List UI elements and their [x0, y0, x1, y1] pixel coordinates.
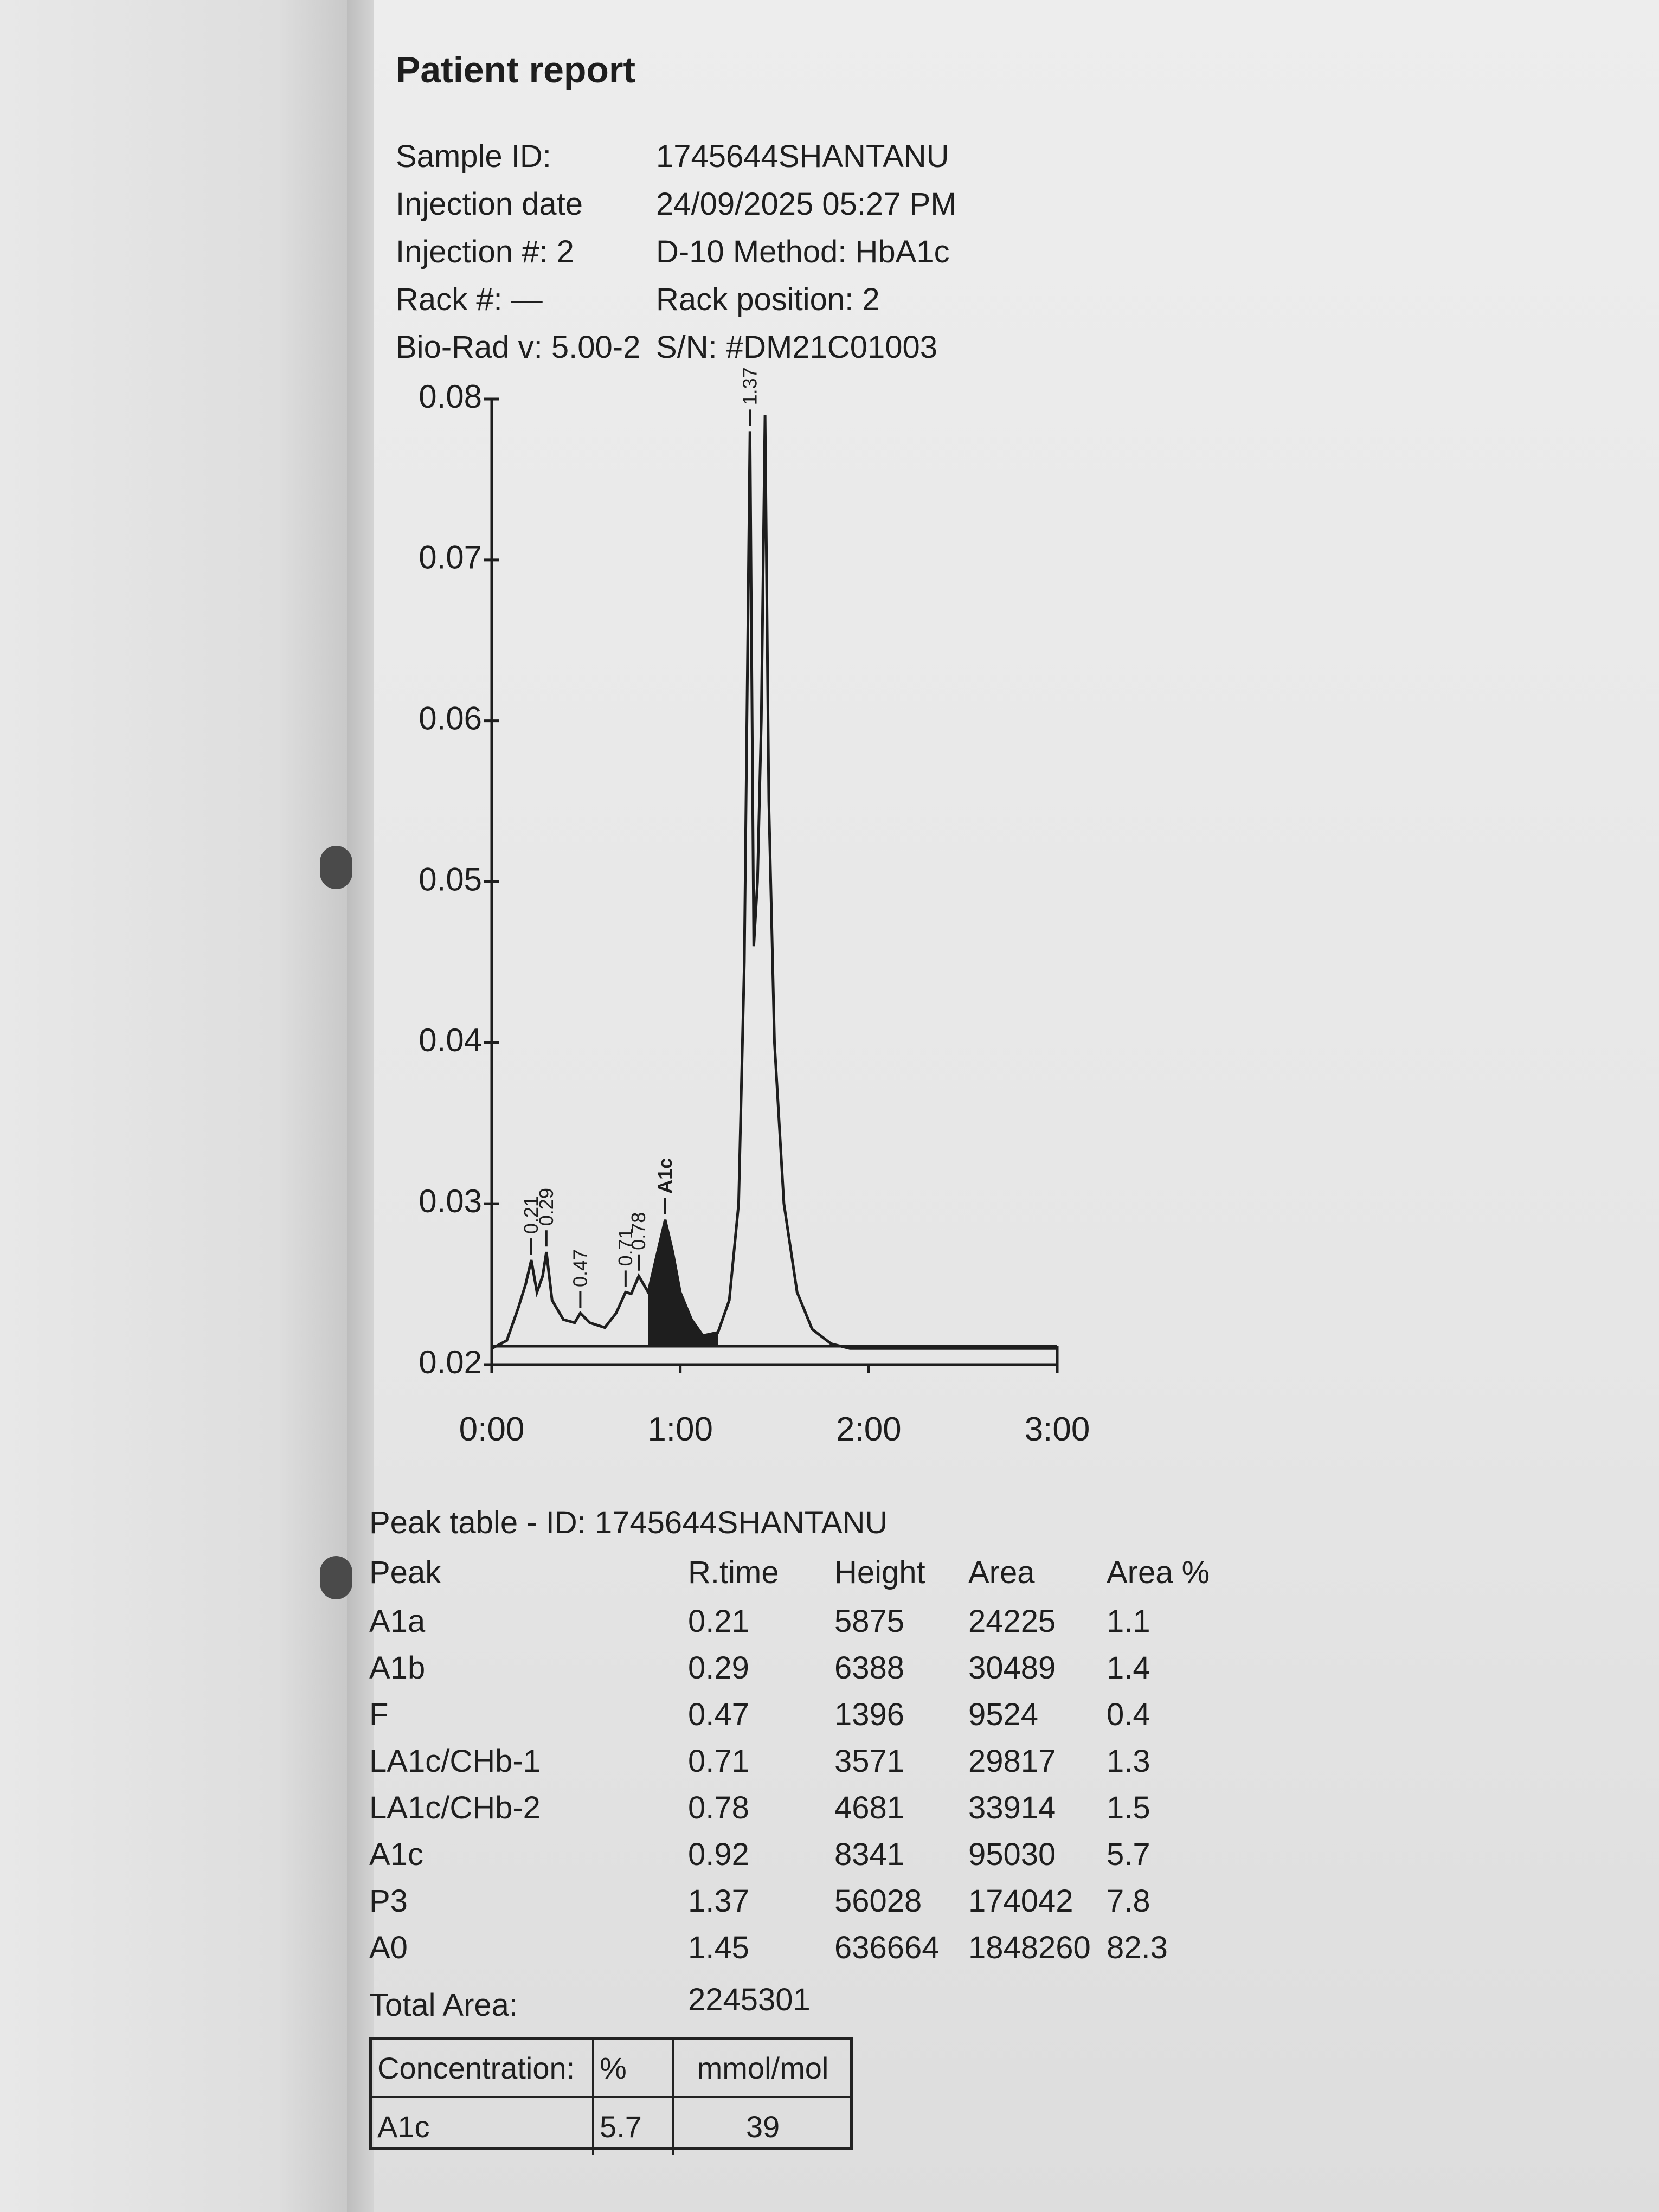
cell: 5.7 [592, 2098, 672, 2155]
page-stack [0, 0, 347, 2212]
table-cell: 5.7 [1107, 1837, 1150, 1872]
table-cell: 0.21 [688, 1604, 749, 1639]
table-cell: A1a [369, 1604, 426, 1639]
table-cell: 8341 [834, 1837, 905, 1872]
table-cell: 1396 [834, 1697, 905, 1732]
filled-peak [648, 1219, 718, 1346]
table-cell: 82.3 [1107, 1930, 1168, 1965]
paper [374, 0, 1659, 2212]
peak-label: 0.47 [569, 1249, 591, 1287]
table-cell: 1.1 [1107, 1604, 1150, 1639]
column-header: Area [968, 1555, 1035, 1590]
table-cell: 24225 [968, 1604, 1056, 1639]
table-cell: 0.29 [688, 1650, 749, 1686]
column-header: Area % [1107, 1555, 1210, 1590]
cell: A1c [377, 2109, 430, 2144]
cell: 39 [672, 2098, 851, 2155]
table-cell: 636664 [834, 1930, 940, 1965]
table-cell: 6388 [834, 1650, 905, 1686]
x-tick-label: 2:00 [836, 1411, 902, 1448]
table-cell: 29817 [968, 1744, 1056, 1779]
y-tick-label: 0.04 [419, 1022, 482, 1058]
column-header: Peak [369, 1555, 441, 1590]
table-cell: 0.4 [1107, 1697, 1150, 1732]
total-label: Total Area: [369, 1988, 518, 2023]
table-cell: P3 [369, 1883, 408, 1919]
x-tick-label: 3:00 [1025, 1411, 1090, 1448]
table-cell: A0 [369, 1930, 408, 1965]
field-value: 1745644SHANTANU [656, 139, 949, 174]
peak-label: A1c [654, 1158, 676, 1194]
total-value: 2245301 [688, 1982, 811, 2017]
table-cell: 1.4 [1107, 1650, 1150, 1686]
concentration-header: Concentration: % mmol/mol [372, 2040, 850, 2096]
field-label: Bio-Rad v: 5.00-2 [396, 330, 641, 365]
peak-label: 0.21 [520, 1196, 542, 1234]
field-value: 24/09/2025 05:27 PM [656, 187, 957, 222]
table-cell: 1.5 [1107, 1790, 1150, 1825]
x-tick-label: 0:00 [459, 1411, 525, 1448]
trace [491, 415, 1057, 1350]
column-header: R.time [688, 1555, 779, 1590]
peak-label: 0.78 [627, 1212, 650, 1250]
field-label: Injection #: 2 [396, 234, 574, 269]
peak-table-title: Peak table - ID: 1745644SHANTANU [369, 1505, 888, 1540]
cell: mmol/mol [672, 2040, 851, 2096]
table-cell: 174042 [968, 1883, 1073, 1919]
y-tick-label: 0.07 [419, 539, 482, 576]
table-cell: A1b [369, 1650, 426, 1686]
y-tick-label: 0.03 [419, 1183, 482, 1219]
table-cell: 1.45 [688, 1930, 749, 1965]
table-cell: 7.8 [1107, 1883, 1150, 1919]
table-cell: 0.47 [688, 1697, 749, 1732]
table-cell: 1.37 [688, 1883, 749, 1919]
field-value: Rack position: 2 [656, 282, 880, 317]
field-value: S/N: #DM21C01003 [656, 330, 938, 365]
punch-hole [320, 1556, 352, 1599]
table-cell: 33914 [968, 1790, 1056, 1825]
table-cell: F [369, 1697, 389, 1732]
table-cell: 1.3 [1107, 1744, 1150, 1779]
table-cell: 3571 [834, 1744, 905, 1779]
concentration-table: Concentration: % mmol/mol A1c 5.7 39 [369, 2037, 853, 2155]
y-tick-label: 0.02 [419, 1344, 482, 1380]
field-value: D-10 Method: HbA1c [656, 234, 950, 269]
table-cell: 9524 [968, 1697, 1039, 1732]
y-tick-label: 0.08 [419, 378, 482, 415]
y-tick-label: 0.05 [419, 861, 482, 897]
table-cell: 30489 [968, 1650, 1056, 1686]
table-cell: 0.71 [688, 1744, 749, 1779]
report-title: Patient report [396, 49, 636, 91]
table-cell: 56028 [834, 1883, 922, 1919]
y-tick-label: 0.06 [419, 700, 482, 737]
column-header: Height [834, 1555, 925, 1590]
table-cell: 4681 [834, 1790, 905, 1825]
peak-label: 1.37 [738, 367, 761, 405]
table-cell: A1c [369, 1837, 423, 1872]
field-label: Injection date [396, 187, 583, 222]
punch-hole [320, 846, 352, 889]
table-cell: 0.78 [688, 1790, 749, 1825]
field-label: Rack #: — [396, 282, 543, 317]
cell: % [592, 2040, 672, 2096]
table-cell: 0.92 [688, 1837, 749, 1872]
concentration-row: A1c 5.7 39 [372, 2096, 850, 2155]
peak-label: 0.29 [535, 1188, 557, 1226]
table-cell: 95030 [968, 1837, 1056, 1872]
x-tick-label: 1:00 [647, 1411, 713, 1448]
table-cell: 5875 [834, 1604, 905, 1639]
binding-edge [347, 0, 374, 2212]
cell: Concentration: [377, 2050, 575, 2085]
table-cell: 1848260 [968, 1930, 1091, 1965]
peak-label: 0.71 [614, 1228, 636, 1266]
table-cell: LA1c/CHb-1 [369, 1744, 541, 1779]
table-cell: LA1c/CHb-2 [369, 1790, 541, 1825]
field-label: Sample ID: [396, 139, 551, 174]
